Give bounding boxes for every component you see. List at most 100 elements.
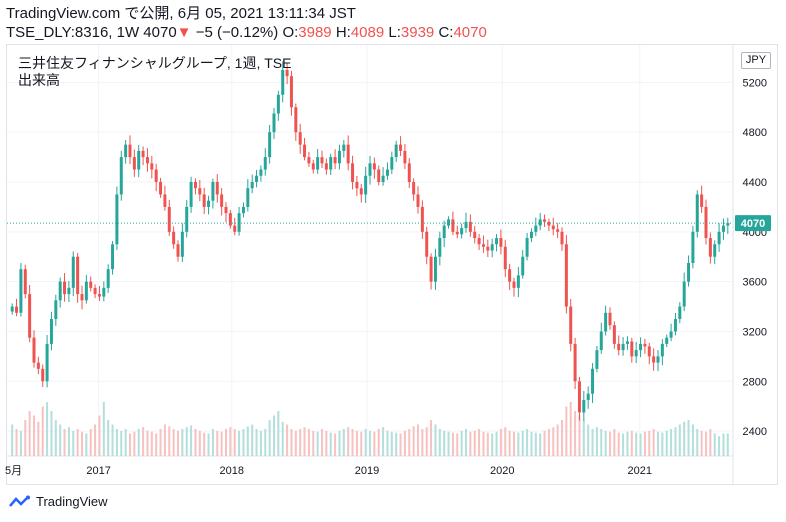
currency-button[interactable]: JPY [741, 52, 771, 69]
candle-body [115, 194, 119, 245]
candle-body [451, 219, 455, 232]
volume-bar [473, 430, 476, 456]
candle-body [351, 163, 355, 182]
last-price-badge [735, 215, 771, 232]
volume-bar [229, 427, 232, 456]
candle-body [682, 281, 686, 307]
legend-title: 三井住友フィナンシャルグループ, 1週, TSE [18, 55, 292, 71]
candle-body [665, 337, 669, 344]
candle-body [176, 244, 180, 257]
candle-body [276, 94, 280, 114]
candle-body [521, 256, 525, 276]
volume-bar [211, 429, 214, 456]
candle-body [726, 223, 730, 226]
volume-bar [246, 426, 249, 456]
symbol-label: TSE_DLY:8316, 1W 4070 [6, 24, 177, 41]
candle-body [154, 169, 158, 182]
candle-body [512, 281, 516, 288]
volume-bar [652, 429, 655, 456]
volume-bar [412, 426, 415, 456]
volume-bar [561, 420, 563, 456]
volume-bar [172, 429, 175, 456]
y-tick-label: 5200 [743, 77, 767, 89]
volume-bar [102, 402, 105, 456]
candle-body [202, 194, 206, 207]
volume-bar [168, 426, 171, 456]
candle-body [324, 163, 328, 170]
high-label: H: [335, 24, 351, 41]
candle-body [71, 256, 75, 288]
candle-body [246, 188, 250, 207]
volume-bar [565, 406, 568, 456]
volume-bar [587, 424, 590, 456]
candle-body [28, 294, 32, 338]
candle-body [525, 238, 529, 257]
volume-bar [626, 431, 629, 456]
volume-bar [591, 429, 594, 456]
candle-body [460, 228, 464, 235]
volume-bar [177, 430, 179, 456]
candle-body [477, 238, 481, 245]
candle-body [499, 238, 503, 247]
volume-bar [137, 429, 140, 456]
candle-body [586, 393, 590, 400]
volume-bar [469, 431, 472, 456]
candle-body [713, 244, 717, 257]
candle-body [163, 194, 167, 207]
volume-bar [556, 424, 559, 456]
candle-body [207, 200, 211, 207]
candle-body [534, 225, 538, 232]
candle-body [473, 231, 477, 239]
volume-bar [600, 429, 603, 456]
candle-body [19, 269, 23, 313]
volume-bar [216, 430, 219, 456]
volume-bar [377, 429, 380, 456]
volume-bar [72, 430, 75, 456]
volume-bar [569, 402, 572, 456]
volume-bar [342, 429, 345, 456]
candle-body [420, 206, 424, 232]
candle-body [102, 287, 106, 297]
volume-bar [539, 433, 542, 456]
volume-bar [364, 429, 367, 456]
volume-bar [578, 415, 581, 456]
candle-body [660, 343, 664, 357]
candle-body [669, 331, 673, 338]
candle-body [49, 319, 53, 344]
candle-body [346, 144, 350, 164]
volume-bar [447, 431, 450, 456]
volume-bar [220, 431, 223, 456]
candle-body [329, 157, 333, 170]
volume-bar [299, 429, 302, 456]
candle-body [543, 219, 547, 222]
candle-body [455, 231, 459, 235]
volume-bar [643, 431, 646, 456]
chart-pane[interactable] [6, 44, 778, 485]
y-tick-label: 4400 [743, 177, 767, 189]
volume-bar [107, 420, 110, 456]
candle-body [687, 262, 691, 282]
candle-body [582, 399, 586, 413]
volume-bar [142, 427, 145, 456]
volume-bar [325, 430, 328, 456]
candle-body [433, 256, 437, 282]
candle-body [159, 182, 163, 195]
candle-body [167, 206, 171, 232]
candle-body [721, 225, 725, 232]
candle-body [15, 306, 19, 313]
candle-body [198, 188, 202, 195]
candle-body [547, 221, 551, 226]
candle-body [172, 231, 176, 245]
volume-bar [718, 436, 721, 456]
volume-bar [421, 429, 424, 456]
volume-bar [33, 415, 35, 456]
volume-bar [98, 415, 101, 456]
candle-body [268, 132, 272, 158]
volume-bar [408, 429, 411, 456]
tradingview-footer[interactable]: TradingView [8, 494, 108, 509]
volume-bar [386, 430, 389, 456]
candle-body [281, 69, 285, 95]
volume-bar [491, 433, 494, 456]
close-label: C: [438, 24, 454, 41]
